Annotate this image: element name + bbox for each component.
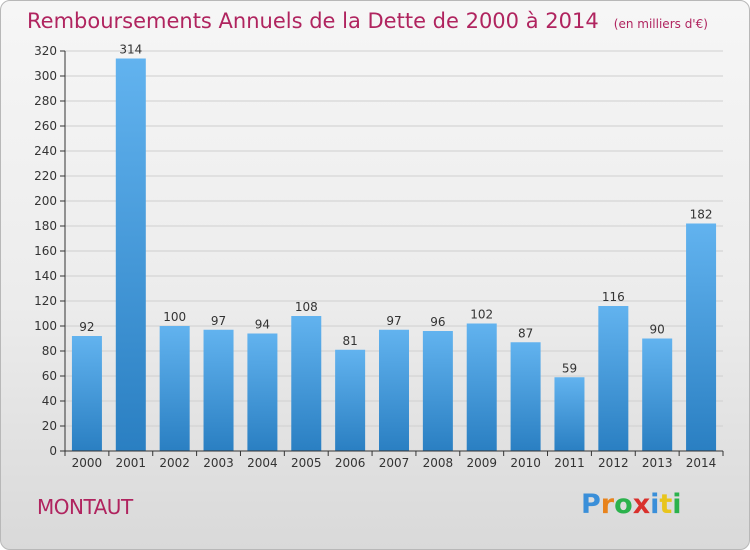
bar	[71, 336, 102, 451]
x-tick-label: 2006	[335, 456, 366, 470]
logo-letter: o	[614, 489, 633, 520]
y-tick-label: 100	[34, 319, 57, 333]
data-label: 94	[255, 318, 270, 332]
logo-letter: x	[632, 489, 651, 520]
data-label: 97	[211, 314, 226, 328]
data-label: 81	[342, 334, 357, 348]
y-tick-label: 260	[34, 119, 57, 133]
x-tick-label: 2007	[379, 456, 410, 470]
data-label: 59	[562, 361, 577, 375]
chart-title-main: Remboursements Annuels de la Dette de 20…	[27, 9, 599, 33]
data-label: 314	[119, 43, 142, 57]
y-tick-label: 120	[34, 294, 57, 308]
logo-letter: P	[581, 489, 601, 520]
proxiti-logo: Proxiti	[581, 489, 682, 520]
x-tick-label: 2003	[203, 456, 234, 470]
x-tick-label: 2012	[598, 456, 629, 470]
x-tick-label: 2001	[116, 456, 147, 470]
data-label: 182	[690, 208, 713, 222]
data-label: 92	[79, 320, 94, 334]
data-label: 90	[650, 323, 665, 337]
data-label: 100	[163, 310, 186, 324]
bar	[422, 331, 453, 451]
bar	[554, 377, 585, 451]
logo-letter: r	[600, 489, 615, 520]
bar	[291, 316, 322, 451]
y-tick-label: 300	[34, 69, 57, 83]
y-tick-label: 140	[34, 269, 57, 283]
logo-letter: t	[659, 489, 673, 520]
data-label: 97	[386, 314, 401, 328]
x-tick-label: 2009	[466, 456, 497, 470]
chart-title: Remboursements Annuels de la Dette de 20…	[27, 9, 708, 33]
y-tick-label: 40	[42, 394, 57, 408]
bar	[510, 342, 541, 451]
x-tick-label: 2005	[291, 456, 322, 470]
data-label: 96	[430, 315, 445, 329]
bar	[335, 349, 366, 451]
data-label: 108	[295, 300, 318, 314]
logo-letter: i	[672, 489, 682, 520]
data-label: 87	[518, 326, 533, 340]
x-tick-label: 2010	[510, 456, 541, 470]
bar	[466, 323, 497, 451]
x-tick-label: 2000	[72, 456, 103, 470]
x-tick-label: 2014	[686, 456, 717, 470]
bar	[115, 58, 146, 451]
y-tick-label: 160	[34, 244, 57, 258]
bar	[642, 338, 673, 451]
bar	[159, 326, 190, 451]
chart-title-unit: (en milliers d'€)	[613, 17, 708, 31]
y-tick-label: 280	[34, 94, 57, 108]
bar	[686, 223, 717, 451]
data-label: 102	[470, 308, 493, 322]
bar	[203, 329, 234, 451]
x-tick-label: 2002	[159, 456, 190, 470]
y-tick-label: 220	[34, 169, 57, 183]
location-name: MONTAUT	[37, 495, 133, 519]
bar	[379, 329, 409, 451]
y-tick-label: 20	[42, 419, 57, 433]
bar	[247, 333, 278, 451]
y-tick-label: 320	[34, 44, 57, 58]
y-tick-label: 240	[34, 144, 57, 158]
y-tick-label: 60	[42, 369, 57, 383]
x-tick-label: 2008	[423, 456, 454, 470]
x-tick-label: 2011	[554, 456, 585, 470]
x-tick-label: 2004	[247, 456, 278, 470]
y-tick-label: 80	[42, 344, 57, 358]
data-label: 116	[602, 290, 625, 304]
y-tick-label: 200	[34, 194, 57, 208]
y-tick-label: 0	[49, 444, 57, 458]
logo-letter: i	[650, 489, 660, 520]
y-tick-label: 180	[34, 219, 57, 233]
x-tick-label: 2013	[642, 456, 673, 470]
bar	[598, 306, 629, 451]
